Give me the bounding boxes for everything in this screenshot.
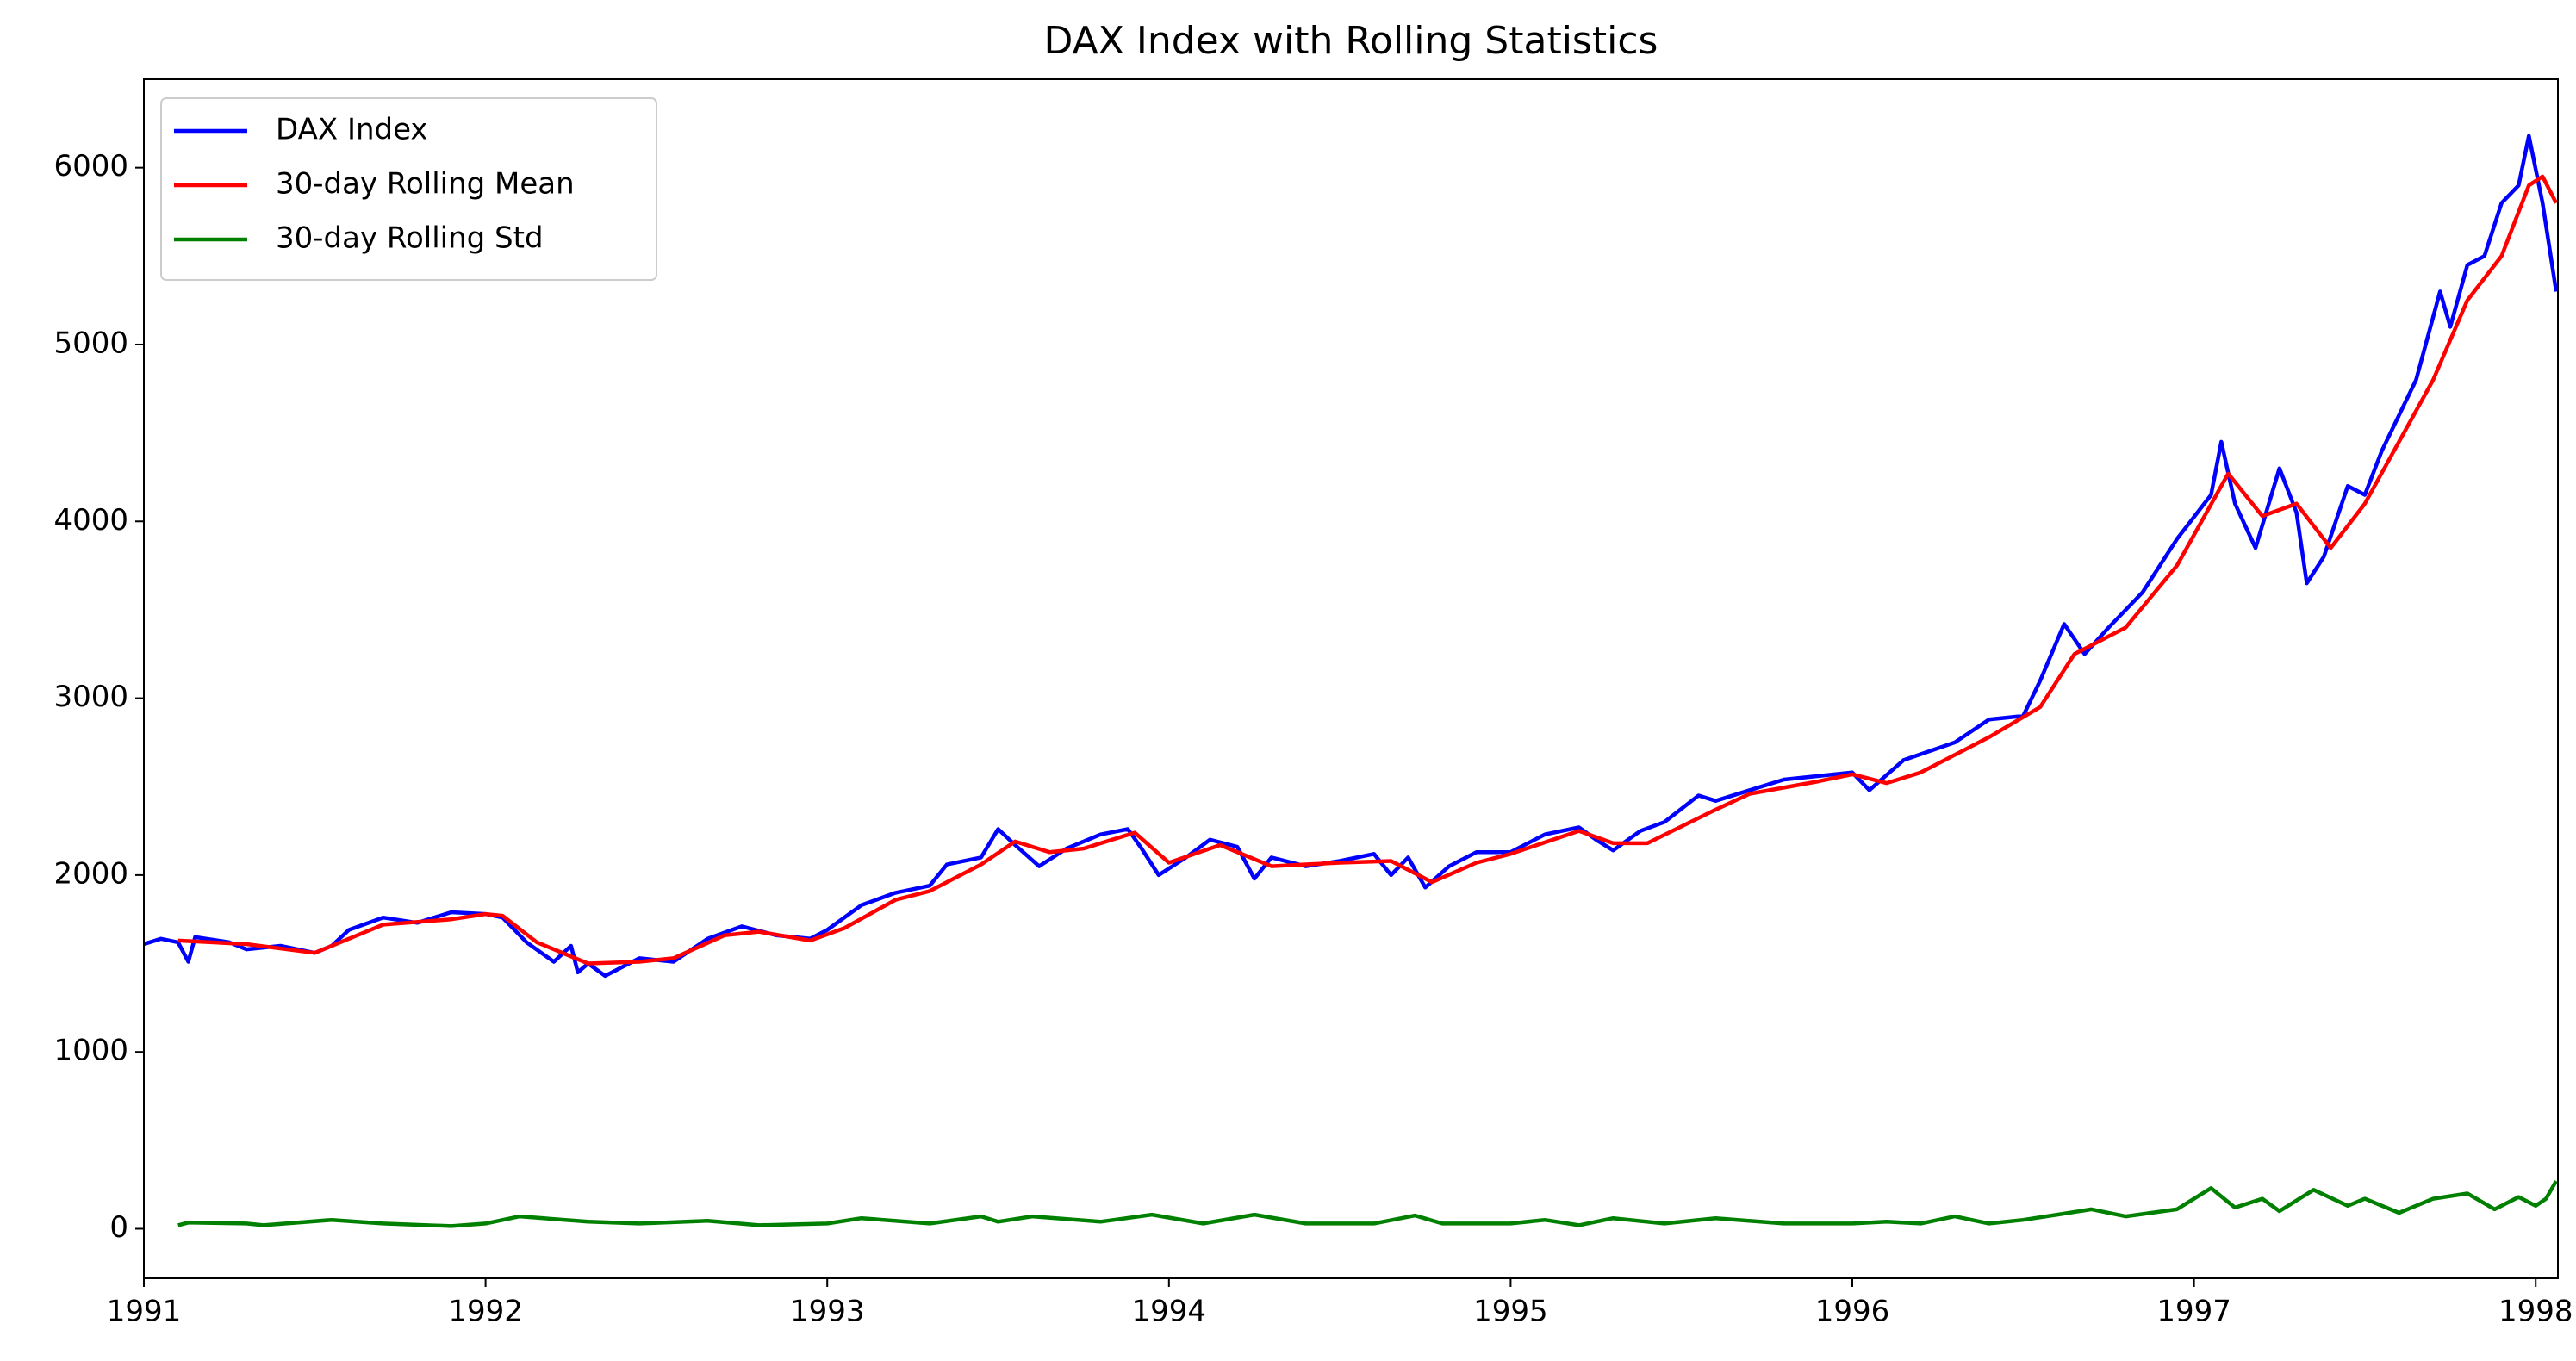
x-tick-label: 1991 xyxy=(107,1295,182,1329)
y-tick-label: 6000 xyxy=(53,149,128,183)
y-tick-label: 4000 xyxy=(53,503,128,538)
y-tick-label: 2000 xyxy=(53,856,128,891)
x-tick-label: 1997 xyxy=(2156,1295,2231,1329)
x-tick-label: 1993 xyxy=(790,1295,865,1329)
y-tick-label: 5000 xyxy=(53,326,128,360)
series-line xyxy=(177,1179,2558,1228)
x-tick-label: 1998 xyxy=(2498,1295,2573,1329)
series-line xyxy=(144,134,2558,979)
x-tick-label: 1996 xyxy=(1815,1295,1890,1329)
x-tick-label: 1992 xyxy=(448,1295,523,1329)
legend-box xyxy=(160,97,657,281)
series-line xyxy=(177,174,2558,966)
x-tick-label: 1994 xyxy=(1132,1295,1207,1329)
legend-label: 30-day Rolling Mean xyxy=(276,167,575,202)
x-tick-label: 1995 xyxy=(1473,1295,1548,1329)
y-tick-label: 3000 xyxy=(53,680,128,714)
plot-frame xyxy=(143,78,2559,1279)
y-tick-label: 0 xyxy=(109,1210,128,1245)
legend-label: 30-day Rolling Std xyxy=(276,221,544,256)
legend-label: DAX Index xyxy=(276,113,428,147)
chart-title: DAX Index with Rolling Statistics xyxy=(1044,19,1658,63)
y-tick-label: 1000 xyxy=(53,1034,128,1068)
